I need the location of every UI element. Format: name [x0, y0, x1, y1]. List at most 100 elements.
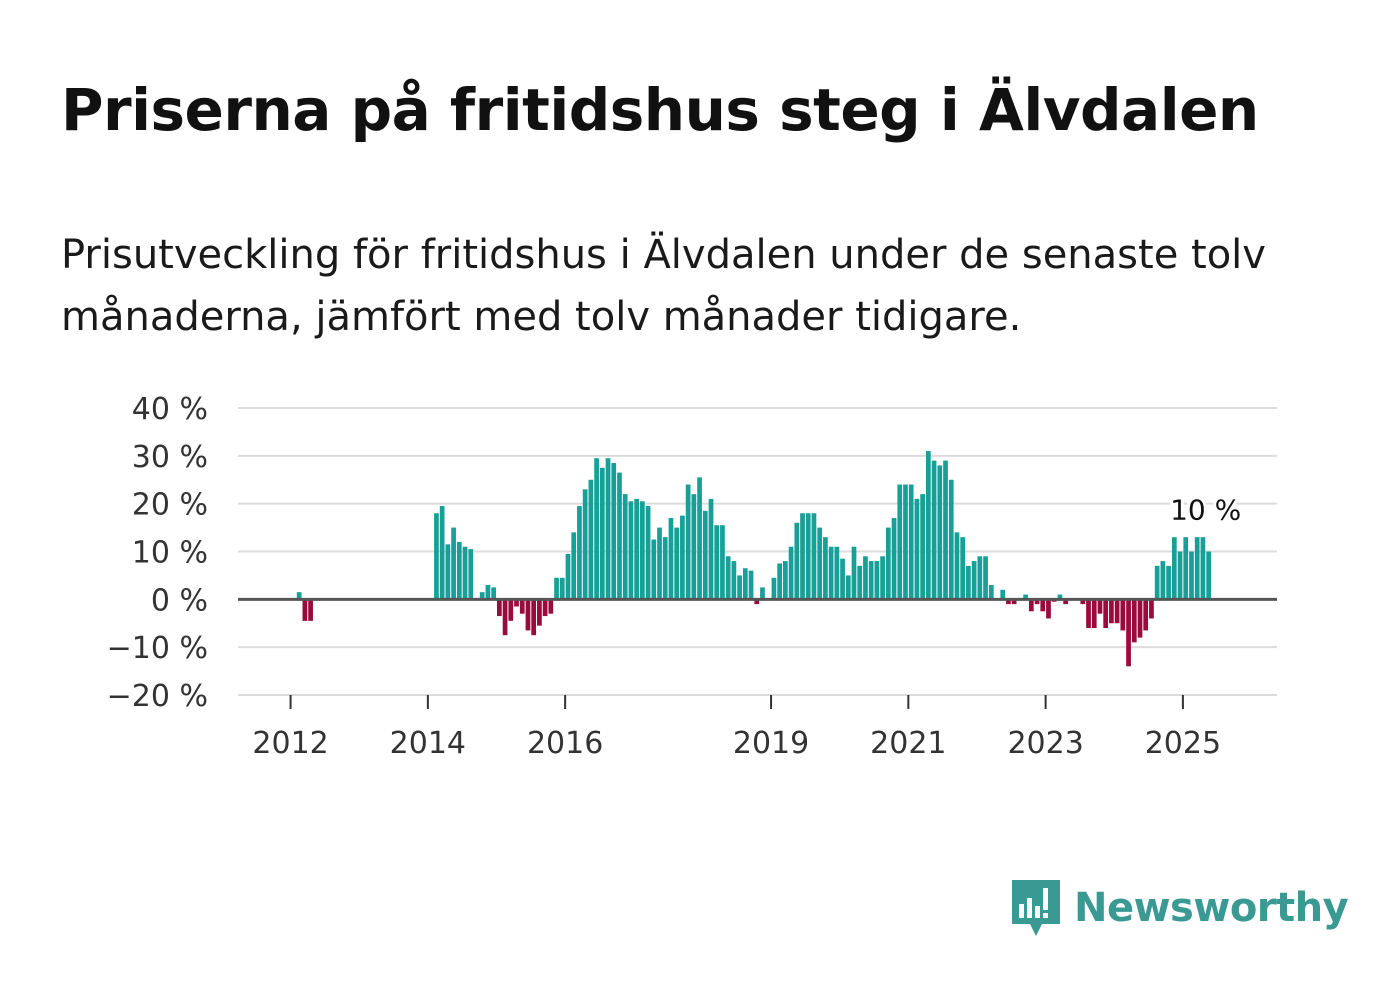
bar [468, 549, 474, 600]
bar [823, 537, 828, 600]
bar [863, 556, 868, 600]
bar [491, 587, 496, 600]
bar [720, 525, 725, 600]
bar [434, 513, 439, 600]
bar [834, 546, 840, 600]
bar [800, 513, 805, 600]
chart-title: Priserna på fritidshus steg i Älvdalen [61, 76, 1259, 144]
bar [640, 501, 645, 600]
bar [857, 565, 863, 600]
bar [308, 599, 313, 621]
bar [1114, 599, 1120, 624]
bar [1166, 565, 1171, 600]
bar [296, 592, 302, 600]
bar [1149, 599, 1154, 619]
y-tick-label: −10 % [107, 631, 208, 666]
y-tick-label: 30 % [132, 440, 208, 475]
bar [1143, 599, 1149, 631]
bar [1023, 594, 1028, 600]
bar [777, 563, 782, 600]
x-tick-label: 2014 [390, 726, 466, 761]
bar [988, 584, 994, 600]
bar [697, 477, 702, 600]
bar [662, 537, 668, 600]
bar [1137, 599, 1143, 638]
bar [674, 527, 680, 600]
bar [1171, 537, 1177, 600]
bar [1046, 599, 1051, 619]
bar [588, 479, 594, 600]
bar [571, 532, 577, 600]
bar [960, 537, 966, 600]
bar-chart-speech-bubble-icon [1012, 880, 1060, 936]
y-tick-label: −20 % [107, 679, 208, 714]
bar [1120, 599, 1126, 631]
brand-name: Newsworthy [1074, 885, 1349, 931]
bar [937, 465, 943, 600]
bar [1040, 599, 1046, 612]
bar [714, 525, 720, 600]
bar [542, 599, 548, 617]
bar [1154, 565, 1160, 600]
bar [754, 599, 760, 605]
bar-chart: 40 %30 %20 %10 %0 %−10 %−20 % 2012 2014 20… [107, 392, 1277, 761]
bar [971, 561, 977, 600]
bar [1131, 599, 1137, 643]
bar [920, 494, 925, 600]
bar [680, 515, 685, 600]
bar [1080, 599, 1086, 605]
bar [599, 467, 605, 600]
bar [565, 553, 571, 600]
bar [840, 558, 845, 600]
bar [611, 463, 617, 600]
bar [725, 556, 731, 600]
bar [788, 546, 794, 600]
bar [948, 479, 954, 600]
y-axis-labels: 40 % 30 % 20 % 10 % 0 % −10 % −20 % [107, 392, 208, 714]
x-tick-label: 2025 [1145, 726, 1221, 761]
x-axis: 2012 2014 2016 2019 2021 2023 2025 [252, 695, 1221, 761]
bar [1034, 599, 1040, 605]
bar [519, 599, 525, 614]
bar [1057, 594, 1063, 600]
x-tick-label: 2012 [252, 726, 328, 761]
bar [531, 599, 537, 636]
bar [851, 546, 857, 600]
bar [554, 577, 559, 600]
bar [645, 506, 651, 600]
bar [628, 501, 634, 600]
bar [880, 556, 885, 600]
bar [657, 527, 662, 600]
bar [954, 532, 960, 600]
bar [508, 599, 514, 621]
bar [537, 599, 542, 626]
bar [1126, 599, 1131, 667]
bar [485, 584, 491, 600]
bar [451, 527, 456, 600]
bar [885, 527, 891, 600]
bar [1109, 599, 1114, 624]
bar [868, 561, 874, 600]
bar [1006, 599, 1011, 605]
bar [760, 587, 765, 600]
bar [497, 599, 502, 617]
bar [622, 494, 628, 600]
bar [903, 484, 908, 600]
bar [914, 498, 920, 600]
last-value-annotation: 10 % [1167, 491, 1244, 530]
bar [1000, 589, 1006, 600]
bar [651, 539, 657, 600]
grid-lines [238, 407, 1277, 696]
bar [691, 494, 697, 600]
bar [1183, 537, 1189, 600]
bar [983, 556, 988, 600]
y-tick-label: 40 % [132, 392, 208, 427]
bar [805, 513, 811, 600]
bar [811, 513, 817, 600]
bar [708, 498, 714, 600]
bar [302, 599, 308, 621]
bar [783, 561, 788, 600]
bar [817, 527, 823, 600]
bar [943, 460, 948, 600]
bar [737, 575, 742, 600]
